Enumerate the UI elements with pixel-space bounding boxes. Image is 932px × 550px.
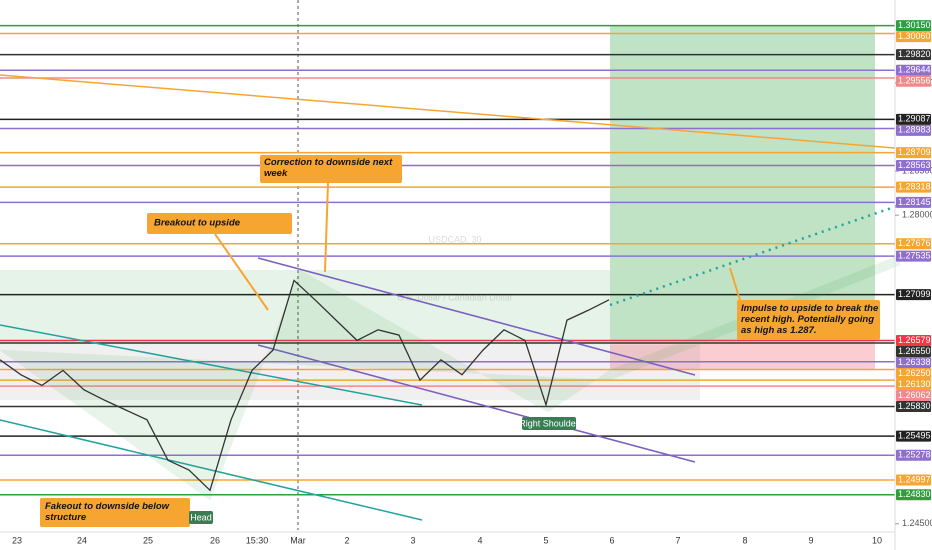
note-box (40, 498, 190, 527)
x-tick-label: 23 (12, 535, 22, 545)
price-label-box (896, 367, 931, 379)
x-tick-label: 25 (143, 535, 153, 545)
note: Fakeout to downside below structure (45, 501, 170, 523)
trendline (0, 74, 896, 149)
price-label-box (896, 75, 931, 87)
price-label: 1.29644 (898, 65, 931, 75)
price-label-box (896, 389, 931, 401)
price-label: 1.26550 (898, 346, 931, 356)
price-label: 1.25495 (898, 430, 931, 440)
price-label: 1.29556 (898, 76, 931, 86)
note: Impulse to upside to break the recent hi… (741, 303, 879, 336)
y-tick-label: 1.28000 (902, 210, 932, 220)
price-label: 1.26250 (898, 368, 931, 378)
price-label-box (896, 31, 931, 43)
price-label-box (896, 147, 931, 159)
price-label-box (896, 345, 931, 357)
channel-top (257, 257, 696, 376)
price-label: 1.26130 (898, 379, 931, 389)
price-label: 1.29820 (898, 49, 931, 59)
price-label-box (896, 20, 931, 32)
price-label: 1.26338 (898, 357, 931, 367)
note: Correction to downside next week (264, 157, 393, 179)
price-label-box (896, 250, 931, 262)
price-label-box (896, 378, 931, 390)
levels (0, 24, 895, 496)
price-label-box (896, 181, 931, 193)
x-tick-label: 2 (344, 535, 349, 545)
price-label-box (896, 474, 931, 486)
x-tick-label: 8 (742, 535, 747, 545)
price-label-box (896, 430, 931, 442)
x-tick-label: 7 (675, 535, 680, 545)
wedge-bottom (0, 419, 423, 521)
price-label: 1.25278 (898, 450, 931, 460)
price-label-box (896, 196, 931, 208)
tag-label: Head (190, 512, 212, 522)
price-label: 1.28145 (898, 197, 931, 207)
price-line (0, 279, 610, 492)
tag-label: Right Shoulder (519, 418, 579, 428)
x-tick-label: 24 (77, 535, 87, 545)
x-tick-label: Mar (290, 535, 306, 545)
price-label-box (896, 334, 931, 346)
price-label-box (896, 489, 931, 501)
price-label: 1.27535 (898, 251, 931, 261)
x-tick-label: 15:30 (246, 535, 269, 545)
price-label: 1.26579 (898, 335, 931, 345)
watermark-description: U.S. Dollar / Canadian Dollar (397, 292, 513, 302)
price-label: 1.28318 (898, 182, 931, 192)
tag (522, 417, 576, 430)
x-tick-label: 6 (609, 535, 614, 545)
x-tick-label: 4 (477, 535, 482, 545)
price-label: 1.30060 (898, 31, 931, 41)
note-pointer (324, 182, 329, 273)
note-pointer (729, 267, 741, 301)
x-tick-label: 9 (808, 535, 813, 545)
tag (189, 511, 213, 524)
note-pointer (214, 233, 269, 311)
wedge-top (0, 324, 423, 406)
price-label-box (896, 49, 931, 61)
price-label-box (896, 160, 931, 172)
price-label: 1.24830 (898, 489, 931, 499)
y-tick-label: 1.24500 (902, 518, 932, 528)
x-tick-label: 10 (872, 535, 882, 545)
price-label: 1.28709 (898, 147, 931, 157)
price-label: 1.26062 (898, 390, 931, 400)
price-label-box (896, 356, 931, 368)
price-label: 1.28563 (898, 160, 931, 170)
price-label: 1.27099 (898, 289, 931, 299)
note: Breakout to upside (154, 218, 241, 229)
price-label: 1.27676 (898, 238, 931, 248)
price-label: 1.29087 (898, 114, 931, 124)
price-label: 1.25830 (898, 401, 931, 411)
channel-bottom (257, 344, 696, 463)
price-label-box (896, 289, 931, 301)
note-box (260, 155, 402, 183)
price-label-box (896, 113, 931, 125)
price-label-box (896, 449, 931, 461)
note-box (147, 213, 292, 234)
price-label: 1.30150 (898, 20, 931, 30)
watermark-symbol: USDCAD, 30 (428, 234, 481, 244)
x-tick-label: 3 (410, 535, 415, 545)
price-label-box (896, 64, 931, 76)
price-label-box (896, 124, 931, 136)
note-box (737, 300, 880, 340)
x-tick-label: 5 (543, 535, 548, 545)
price-label: 1.28983 (898, 125, 931, 135)
price-label-box (896, 401, 931, 413)
price-label-box (896, 238, 931, 250)
stop-zone (610, 340, 875, 370)
price-label: 1.24997 (898, 474, 931, 484)
target-zone (610, 25, 875, 340)
x-tick-label: 26 (210, 535, 220, 545)
